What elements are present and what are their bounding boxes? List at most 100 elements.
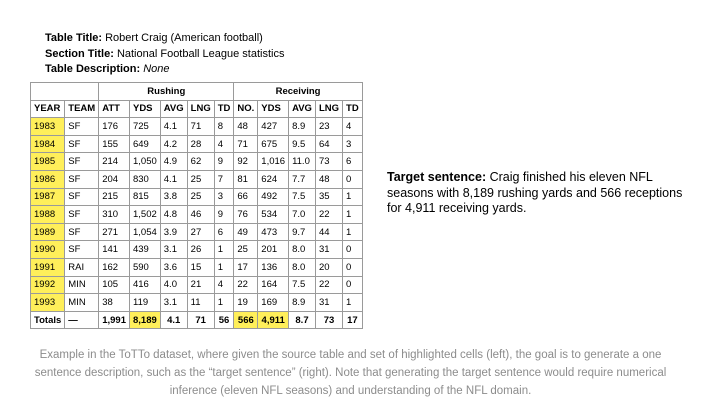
table-cell: 71 bbox=[233, 134, 259, 154]
figure-caption: Example in the ToTTo dataset, where give… bbox=[0, 346, 701, 400]
table-cell: 35 bbox=[314, 187, 344, 207]
table-cell: 92 bbox=[233, 152, 259, 171]
table-cell: 439 bbox=[128, 240, 161, 259]
table-cell: 48 bbox=[314, 169, 344, 189]
table-cell: 155 bbox=[98, 134, 130, 154]
table-cell: MIN bbox=[64, 275, 100, 295]
table-cell: SF bbox=[64, 117, 100, 136]
table-cell: 624 bbox=[257, 169, 290, 189]
table-cell: 4.1 bbox=[159, 117, 188, 136]
table-cell: 22 bbox=[314, 205, 344, 224]
table-cell: 4 bbox=[213, 134, 235, 154]
table-cell: 201 bbox=[257, 240, 290, 259]
totals-cell: — bbox=[64, 310, 100, 330]
table-cell: 9.7 bbox=[288, 222, 316, 242]
table-cell: SF bbox=[64, 222, 100, 242]
table-cell: 49 bbox=[233, 222, 259, 242]
table-cell: 25 bbox=[186, 187, 215, 207]
table-cell: 8 bbox=[213, 117, 235, 136]
table-cell: 9.5 bbox=[288, 134, 316, 154]
table-title-line: Table Title: Robert Craig (American foot… bbox=[45, 31, 284, 47]
table-cell: 3 bbox=[342, 134, 363, 154]
table-cell: 25 bbox=[186, 169, 215, 189]
table-cell: SF bbox=[64, 240, 100, 259]
table-cell: 46 bbox=[186, 205, 215, 224]
table-cell: 815 bbox=[128, 187, 161, 207]
table-cell: RAI bbox=[64, 257, 100, 277]
totals-cell: 56 bbox=[213, 310, 235, 330]
group-header-rushing: Rushing bbox=[98, 82, 235, 101]
table-cell: 1,054 bbox=[128, 222, 161, 242]
table-cell: 8.0 bbox=[288, 240, 316, 259]
table-row: 1990 SF 141 439 3.1 26 1 25 201 8.0 31 0 bbox=[29, 240, 363, 259]
column-header: TEAM bbox=[64, 99, 100, 119]
table-cell: 1990 bbox=[29, 240, 66, 259]
table-cell: SF bbox=[64, 187, 100, 207]
table-cell: 4 bbox=[213, 275, 235, 295]
table-cell: 73 bbox=[314, 152, 344, 171]
table-cell: 6 bbox=[213, 222, 235, 242]
table-cell: MIN bbox=[64, 293, 100, 312]
table-cell: 310 bbox=[98, 205, 130, 224]
table-cell: SF bbox=[64, 205, 100, 224]
table-cell: 1991 bbox=[29, 257, 66, 277]
table-cell: 1984 bbox=[29, 134, 66, 154]
table-cell: 725 bbox=[128, 117, 161, 136]
table-cell: 164 bbox=[257, 275, 290, 295]
table-cell: 28 bbox=[186, 134, 215, 154]
table-cell: 1993 bbox=[29, 293, 66, 312]
table-cell: 22 bbox=[233, 275, 259, 295]
table-cell: 1 bbox=[342, 187, 363, 207]
totals-cell: 4.1 bbox=[159, 310, 188, 330]
table-cell: 31 bbox=[314, 293, 344, 312]
table-cell: 71 bbox=[186, 117, 215, 136]
table-row: 1993 MIN 38 119 3.1 11 1 19 169 8.9 31 1 bbox=[29, 293, 363, 312]
table-title-value: Robert Craig (American football) bbox=[105, 32, 263, 44]
table-cell: 27 bbox=[186, 222, 215, 242]
target-sentence: Target sentence: Craig finished his elev… bbox=[387, 170, 687, 217]
table-cell: 169 bbox=[257, 293, 290, 312]
table-cell: 590 bbox=[128, 257, 161, 277]
table-cell: 81 bbox=[233, 169, 259, 189]
table-cell: 0 bbox=[342, 275, 363, 295]
table-cell: 1988 bbox=[29, 205, 66, 224]
section-title-value: National Football League statistics bbox=[116, 47, 285, 60]
table-cell: 1985 bbox=[29, 152, 66, 171]
column-header: LNG bbox=[314, 99, 344, 119]
table-cell: 44 bbox=[314, 222, 344, 242]
table-cell: 22 bbox=[314, 275, 344, 295]
table-cell: 1 bbox=[342, 205, 363, 224]
table-cell: 7.7 bbox=[288, 169, 316, 189]
table-cell: 7.5 bbox=[288, 275, 316, 295]
table-cell: 1 bbox=[213, 257, 235, 277]
table-cell: 1 bbox=[213, 293, 235, 312]
column-header: AVG bbox=[288, 99, 316, 119]
table-cell: 4.9 bbox=[159, 152, 188, 171]
table-cell: 1983 bbox=[29, 117, 66, 136]
table-cell: 162 bbox=[98, 257, 130, 277]
table-cell: 1,502 bbox=[128, 205, 161, 224]
table-cell: 23 bbox=[314, 117, 344, 136]
table-row: 1991 RAI 162 590 3.6 15 1 17 136 8.0 20 0 bbox=[29, 257, 363, 277]
table-cell: 3.9 bbox=[159, 222, 188, 242]
target-sentence-text: Craig finished his eleven NFL seasons wi… bbox=[387, 170, 683, 215]
stats-table: Rushing Receiving YEAR TEAM ATT YDS AVG LNG TD… bbox=[29, 82, 363, 330]
table-cell: 534 bbox=[257, 205, 290, 224]
table-cell: SF bbox=[64, 169, 100, 189]
table-cell: 136 bbox=[257, 257, 290, 277]
table-row: 1987 SF 215 815 3.8 25 3 66 492 7.5 35 1 bbox=[29, 187, 363, 207]
table-row: 1985 SF 214 1,050 4.9 62 9 92 1,016 11.0 73 6 bbox=[29, 152, 363, 171]
table-cell: 176 bbox=[98, 117, 130, 136]
table-cell: 3.1 bbox=[159, 293, 188, 312]
table-description-value: None bbox=[143, 63, 170, 75]
table-row: 1986 SF 204 830 4.1 25 7 81 624 7.7 48 0 bbox=[29, 169, 363, 189]
table-cell: 271 bbox=[98, 222, 130, 242]
table-cell: 0 bbox=[342, 240, 363, 259]
table-cell: 48 bbox=[233, 117, 259, 136]
table-cell: 1,016 bbox=[257, 152, 290, 171]
table-cell: 1 bbox=[213, 240, 235, 259]
column-header: TD bbox=[213, 99, 235, 119]
table-cell: 204 bbox=[98, 169, 130, 189]
table-cell: 4.2 bbox=[159, 134, 188, 154]
table-cell: 3.8 bbox=[159, 187, 188, 207]
